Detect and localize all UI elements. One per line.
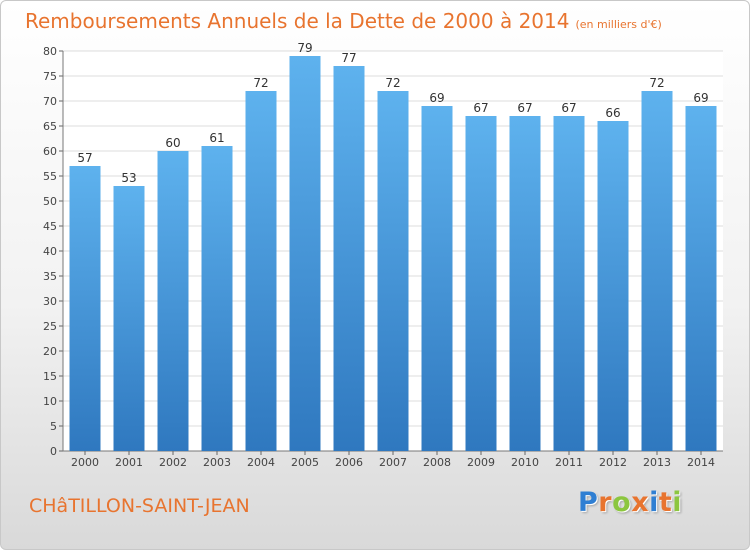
chart-title-text: Remboursements Annuels de la Dette de 20… [25, 9, 570, 33]
x-tick-label: 2003 [203, 456, 231, 469]
bar [553, 116, 585, 451]
proxiti-logo: Proxiti [578, 487, 682, 518]
bar-value-label: 66 [605, 106, 620, 120]
y-tick-label: 55 [43, 170, 57, 183]
bar [201, 146, 233, 451]
y-tick-label: 40 [43, 245, 57, 258]
chart-subtitle: (en milliers d'€) [575, 18, 662, 31]
bar-value-label: 79 [297, 41, 312, 55]
logo-letter: r [598, 487, 613, 518]
logo-letter: P [578, 487, 599, 518]
bar [685, 106, 717, 451]
x-tick-label: 2011 [555, 456, 583, 469]
logo-letter: i [649, 487, 659, 518]
y-tick-label: 0 [50, 445, 57, 458]
commune-name: CHâTILLON-SAINT-JEAN [29, 495, 250, 517]
y-tick-label: 60 [43, 145, 57, 158]
bar-value-label: 67 [473, 101, 488, 115]
bar [289, 56, 321, 451]
bar-value-label: 67 [561, 101, 576, 115]
x-tick-label: 2010 [511, 456, 539, 469]
bar-value-label: 53 [121, 171, 136, 185]
bar-value-label: 67 [517, 101, 532, 115]
bar-value-label: 72 [649, 76, 664, 90]
logo-letter: t [658, 487, 673, 518]
y-tick-label: 5 [50, 420, 57, 433]
logo-letter: x [631, 487, 650, 518]
y-tick-label: 20 [43, 345, 57, 358]
bar-value-label: 69 [693, 91, 708, 105]
y-tick-label: 45 [43, 220, 57, 233]
y-tick-label: 70 [43, 95, 57, 108]
bar [333, 66, 365, 451]
bar-value-label: 77 [341, 51, 356, 65]
y-tick-label: 50 [43, 195, 57, 208]
x-tick-label: 2000 [71, 456, 99, 469]
x-tick-label: 2014 [687, 456, 715, 469]
bar-value-label: 60 [165, 136, 180, 150]
bar-value-label: 69 [429, 91, 444, 105]
bar [157, 151, 189, 451]
x-tick-label: 2008 [423, 456, 451, 469]
bar [421, 106, 453, 451]
y-tick-label: 25 [43, 320, 57, 333]
y-tick-label: 80 [43, 45, 57, 58]
logo-letter: o [612, 487, 632, 518]
bar [377, 91, 409, 451]
logo-letter: i [672, 487, 683, 518]
y-tick-label: 10 [43, 395, 57, 408]
x-tick-label: 2002 [159, 456, 187, 469]
bar [113, 186, 145, 451]
bar-value-label: 72 [253, 76, 268, 90]
x-tick-label: 2009 [467, 456, 495, 469]
x-tick-label: 2001 [115, 456, 143, 469]
x-tick-label: 2006 [335, 456, 363, 469]
x-tick-label: 2007 [379, 456, 407, 469]
y-tick-label: 35 [43, 270, 57, 283]
x-tick-label: 2013 [643, 456, 671, 469]
chart-title: Remboursements Annuels de la Dette de 20… [25, 9, 662, 33]
bar [245, 91, 277, 451]
bar-value-label: 61 [209, 131, 224, 145]
bar [465, 116, 497, 451]
bar-value-label: 72 [385, 76, 400, 90]
bar [509, 116, 541, 451]
y-tick-label: 15 [43, 370, 57, 383]
x-tick-label: 2004 [247, 456, 275, 469]
bar [69, 166, 101, 451]
x-tick-label: 2005 [291, 456, 319, 469]
y-tick-label: 30 [43, 295, 57, 308]
bar [597, 121, 629, 451]
y-tick-label: 65 [43, 120, 57, 133]
x-tick-label: 2012 [599, 456, 627, 469]
bar [641, 91, 673, 451]
bar-value-label: 57 [77, 151, 92, 165]
y-tick-label: 75 [43, 70, 57, 83]
